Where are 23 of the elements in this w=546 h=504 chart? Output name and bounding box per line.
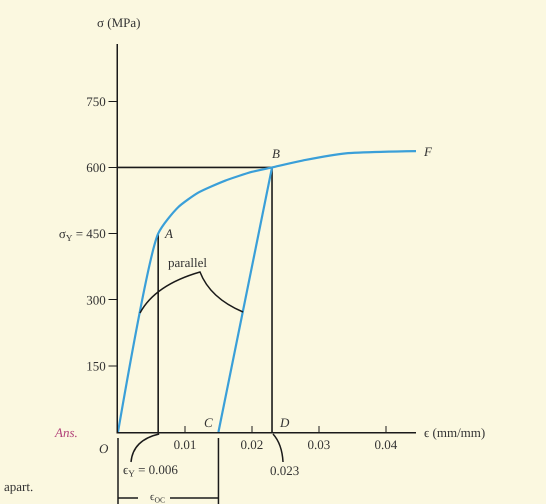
y-tick-label: 150 [86, 358, 106, 374]
x-tick-label: 0.04 [374, 437, 398, 452]
annotation: ϵ$_{Y}$ = 0.006 [123, 462, 178, 479]
annotation: parallel [168, 255, 208, 270]
annotation: F [423, 144, 433, 159]
annotation: D [279, 415, 290, 430]
annotation: C [204, 415, 213, 430]
x-tick-label: 0.03 [308, 437, 330, 452]
annotation: 0.023 [270, 463, 300, 478]
text: Ans. [54, 425, 78, 440]
annotation: A [164, 226, 173, 241]
y-tick-label: 750 [86, 94, 106, 109]
y-tick-label: σ$_{Y}$ = 450 [58, 226, 106, 243]
y-tick-label: 300 [86, 292, 106, 308]
x-tick-label: 0.01 [174, 437, 196, 452]
text: apart. [4, 479, 34, 494]
x-tick-label: 0.02 [240, 437, 264, 452]
y-tick-label: 600 [86, 160, 106, 175]
annotation: O [99, 441, 109, 456]
annotation: B [272, 146, 280, 161]
x-axis-title: ϵ (mm/mm) [424, 425, 486, 440]
y-axis-title: σ (MPa) [97, 15, 140, 30]
text: ϵ$_{OC}$ [150, 491, 166, 504]
